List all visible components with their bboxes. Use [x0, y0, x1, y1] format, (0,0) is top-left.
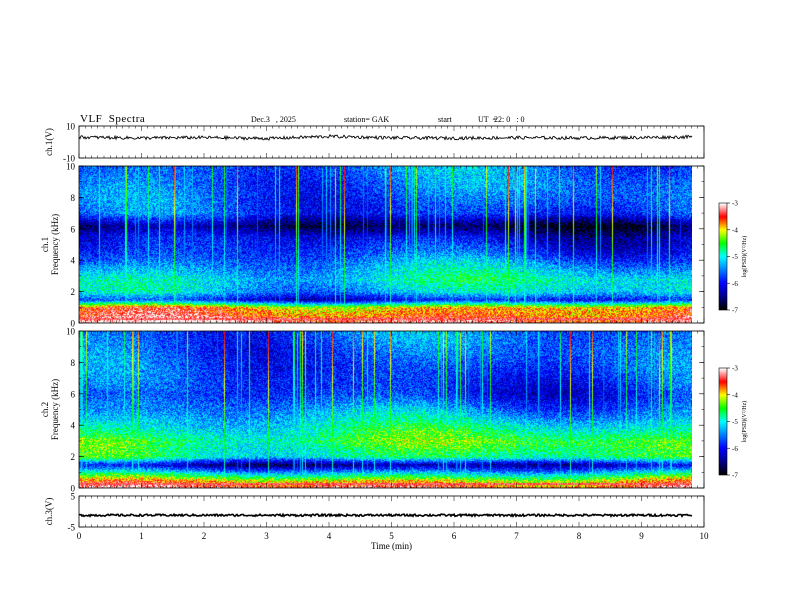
panel-2-y-tick-label: 2	[71, 287, 76, 297]
colorbar-2-tick-label: -5	[732, 418, 738, 426]
panel-4-y-tick-label: 5	[71, 492, 76, 502]
colorbar-1-tick-label: -4	[732, 226, 738, 234]
panel-4-ylabel: ch.3(V)	[44, 498, 54, 526]
x-tick-label: 4	[327, 531, 332, 541]
colorbar-2	[719, 368, 727, 475]
ch3-waveform-line	[78, 512, 693, 518]
x-tick-label: 1	[139, 531, 144, 541]
panel-2-y-tick-label: 6	[71, 224, 76, 234]
x-tick-label: 3	[264, 531, 269, 541]
header-start-time: 22: 0 : 0	[494, 115, 525, 124]
chart-title: VLF Spectra	[80, 113, 146, 125]
panel-3-ylabel: Frequency (kHz)	[50, 379, 60, 440]
panel-3-y-tick-label: 2	[71, 452, 76, 462]
panel-1-y-tick-label: 10	[66, 122, 76, 132]
colorbar-2-tick-label: -6	[732, 445, 738, 453]
panel-3-y-tick-label: 10	[66, 327, 76, 337]
colorbar-2-tick-label: -7	[732, 472, 738, 480]
axes-layer	[78, 125, 730, 528]
labels-layer: -3 -4 -5 -6 -7 log(PSD)(V²/Hz) -3 -4 -5 -6 -7 log(P…	[40, 122, 748, 552]
colorbar-2-tick-label: -4	[732, 391, 738, 399]
colorbar-1	[719, 203, 727, 310]
panel-3-y-tick-label: 6	[71, 389, 76, 399]
panel-2-y-tick-label: 0	[71, 319, 76, 329]
header-station: station= GAK	[344, 115, 390, 124]
panel-2-ylabel-prefix: ch.1	[40, 237, 50, 252]
x-tick-label: 10	[700, 531, 710, 541]
colorbar-1-label: log(PSD)(V²/Hz)	[741, 236, 748, 277]
panel-1-ylabel: ch.1(V)	[44, 128, 54, 156]
x-tick-label: 2	[202, 531, 207, 541]
panel-2-y-tick-label: 8	[71, 193, 76, 203]
spectrogram-1-image	[79, 166, 692, 323]
panel-3-y-tick-label: 0	[71, 484, 76, 494]
colorbar-1-tick-label: -5	[732, 253, 738, 261]
waveform-layer	[78, 133, 693, 518]
panel-3-y-tick-label: 8	[71, 358, 76, 368]
x-tick-label: 6	[452, 531, 457, 541]
panel-2-y-tick-label: 4	[71, 256, 76, 266]
x-tick-label: 5	[389, 531, 394, 541]
x-tick-label: 9	[639, 531, 644, 541]
colorbar-2-label: log(PSD)(V²/Hz)	[741, 401, 748, 442]
header-start-label: start	[438, 115, 452, 124]
x-tick-label: 7	[514, 531, 519, 541]
colorbar-1-tick-label: -7	[732, 307, 738, 315]
spectrogram-2-image	[79, 331, 692, 488]
colorbar-1-tick-label: -3	[732, 200, 738, 208]
panel-3-y-tick-label: 4	[71, 421, 76, 431]
panel-3-ylabel-prefix: ch.2	[40, 402, 50, 417]
x-tick-label: 0	[77, 531, 82, 541]
x-tick-label: 8	[577, 531, 582, 541]
colorbar-1-tick-label: -6	[732, 280, 738, 288]
panel-2-ylabel: Frequency (kHz)	[50, 214, 60, 275]
colorbar-2-tick-label: -3	[732, 365, 738, 373]
panel-2-y-tick-label: 10	[66, 162, 76, 172]
panel-1-y-tick-label: -10	[63, 154, 75, 164]
spectrogram-layer	[79, 166, 727, 488]
ch1-waveform-line	[78, 133, 693, 141]
header-date: Dec.3 , 2025	[251, 115, 296, 124]
panel-4-y-tick-label: -5	[68, 523, 76, 533]
x-axis-label: Time (min)	[371, 541, 412, 551]
header-ut-label: UT =	[478, 115, 498, 124]
